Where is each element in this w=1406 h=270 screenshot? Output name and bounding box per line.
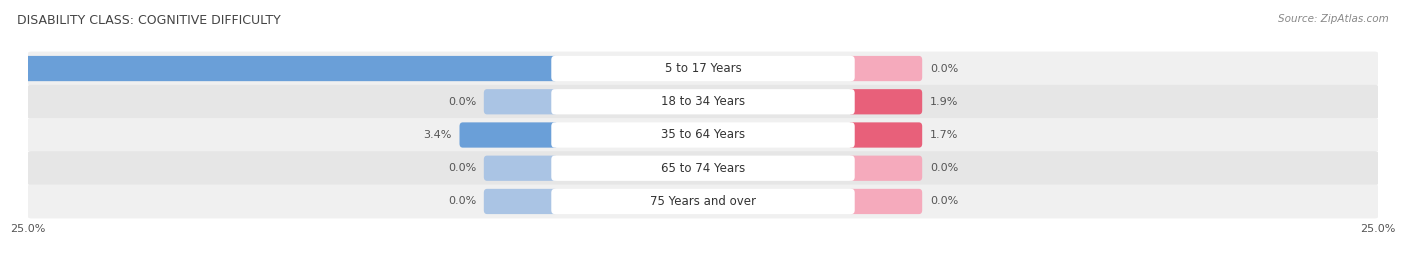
FancyBboxPatch shape [551,56,855,81]
FancyBboxPatch shape [460,122,558,148]
FancyBboxPatch shape [484,189,558,214]
FancyBboxPatch shape [484,89,558,114]
Text: 35 to 64 Years: 35 to 64 Years [661,129,745,141]
FancyBboxPatch shape [848,189,922,214]
Text: 0.0%: 0.0% [929,163,957,173]
Text: 1.7%: 1.7% [929,130,957,140]
Text: 1.9%: 1.9% [929,97,957,107]
FancyBboxPatch shape [551,89,855,114]
FancyBboxPatch shape [27,85,1379,119]
Text: 65 to 74 Years: 65 to 74 Years [661,162,745,175]
FancyBboxPatch shape [848,56,922,81]
Text: 5 to 17 Years: 5 to 17 Years [665,62,741,75]
Text: 0.0%: 0.0% [449,163,477,173]
Text: 0.0%: 0.0% [929,63,957,73]
FancyBboxPatch shape [551,156,855,181]
FancyBboxPatch shape [551,122,855,148]
Text: DISABILITY CLASS: COGNITIVE DIFFICULTY: DISABILITY CLASS: COGNITIVE DIFFICULTY [17,14,281,26]
FancyBboxPatch shape [27,184,1379,218]
FancyBboxPatch shape [0,56,558,81]
Text: 18 to 34 Years: 18 to 34 Years [661,95,745,108]
Text: 0.0%: 0.0% [449,97,477,107]
FancyBboxPatch shape [848,122,922,148]
Text: Source: ZipAtlas.com: Source: ZipAtlas.com [1278,14,1389,23]
FancyBboxPatch shape [27,118,1379,152]
Text: 75 Years and over: 75 Years and over [650,195,756,208]
Text: 0.0%: 0.0% [929,197,957,207]
FancyBboxPatch shape [27,52,1379,86]
FancyBboxPatch shape [551,189,855,214]
Text: 3.4%: 3.4% [423,130,451,140]
Text: 0.0%: 0.0% [449,197,477,207]
FancyBboxPatch shape [27,151,1379,185]
FancyBboxPatch shape [848,89,922,114]
FancyBboxPatch shape [484,156,558,181]
FancyBboxPatch shape [848,156,922,181]
